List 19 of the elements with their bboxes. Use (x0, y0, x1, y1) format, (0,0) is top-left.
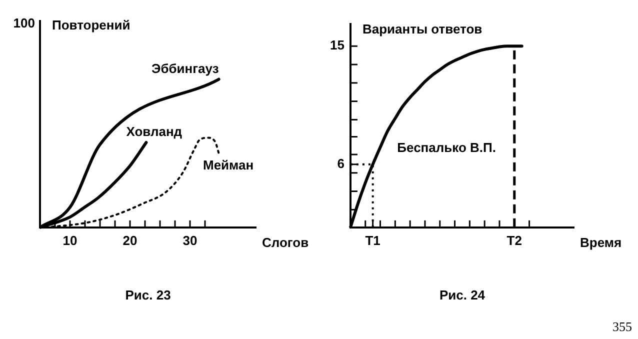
x-tick-label: 20 (122, 232, 138, 248)
x-tick-label: 10 (62, 232, 78, 248)
series-label: Мейман (203, 157, 254, 172)
x-tick-label: 30 (182, 232, 198, 248)
text: Рис. 24 (439, 288, 486, 303)
text: 355 (612, 319, 632, 335)
series-label: Эббингауз (151, 60, 220, 76)
y-tick-label: 15 (330, 38, 344, 53)
x-tick-label: T1 (365, 232, 380, 248)
y-axis-title: Повторений (52, 18, 130, 33)
y-axis-title: Варианты ответов (362, 21, 482, 36)
text: Рис. 23 (125, 288, 171, 303)
series-label: Ховланд (126, 124, 183, 140)
y-tick-label: 6 (337, 156, 344, 171)
series-label: Беспалько В.П. (397, 140, 496, 155)
x-axis-title: Слогов (262, 234, 309, 250)
x-tick-label: T2 (506, 232, 522, 248)
x-axis-title: Время (580, 234, 622, 250)
text: 100 (13, 16, 35, 31)
